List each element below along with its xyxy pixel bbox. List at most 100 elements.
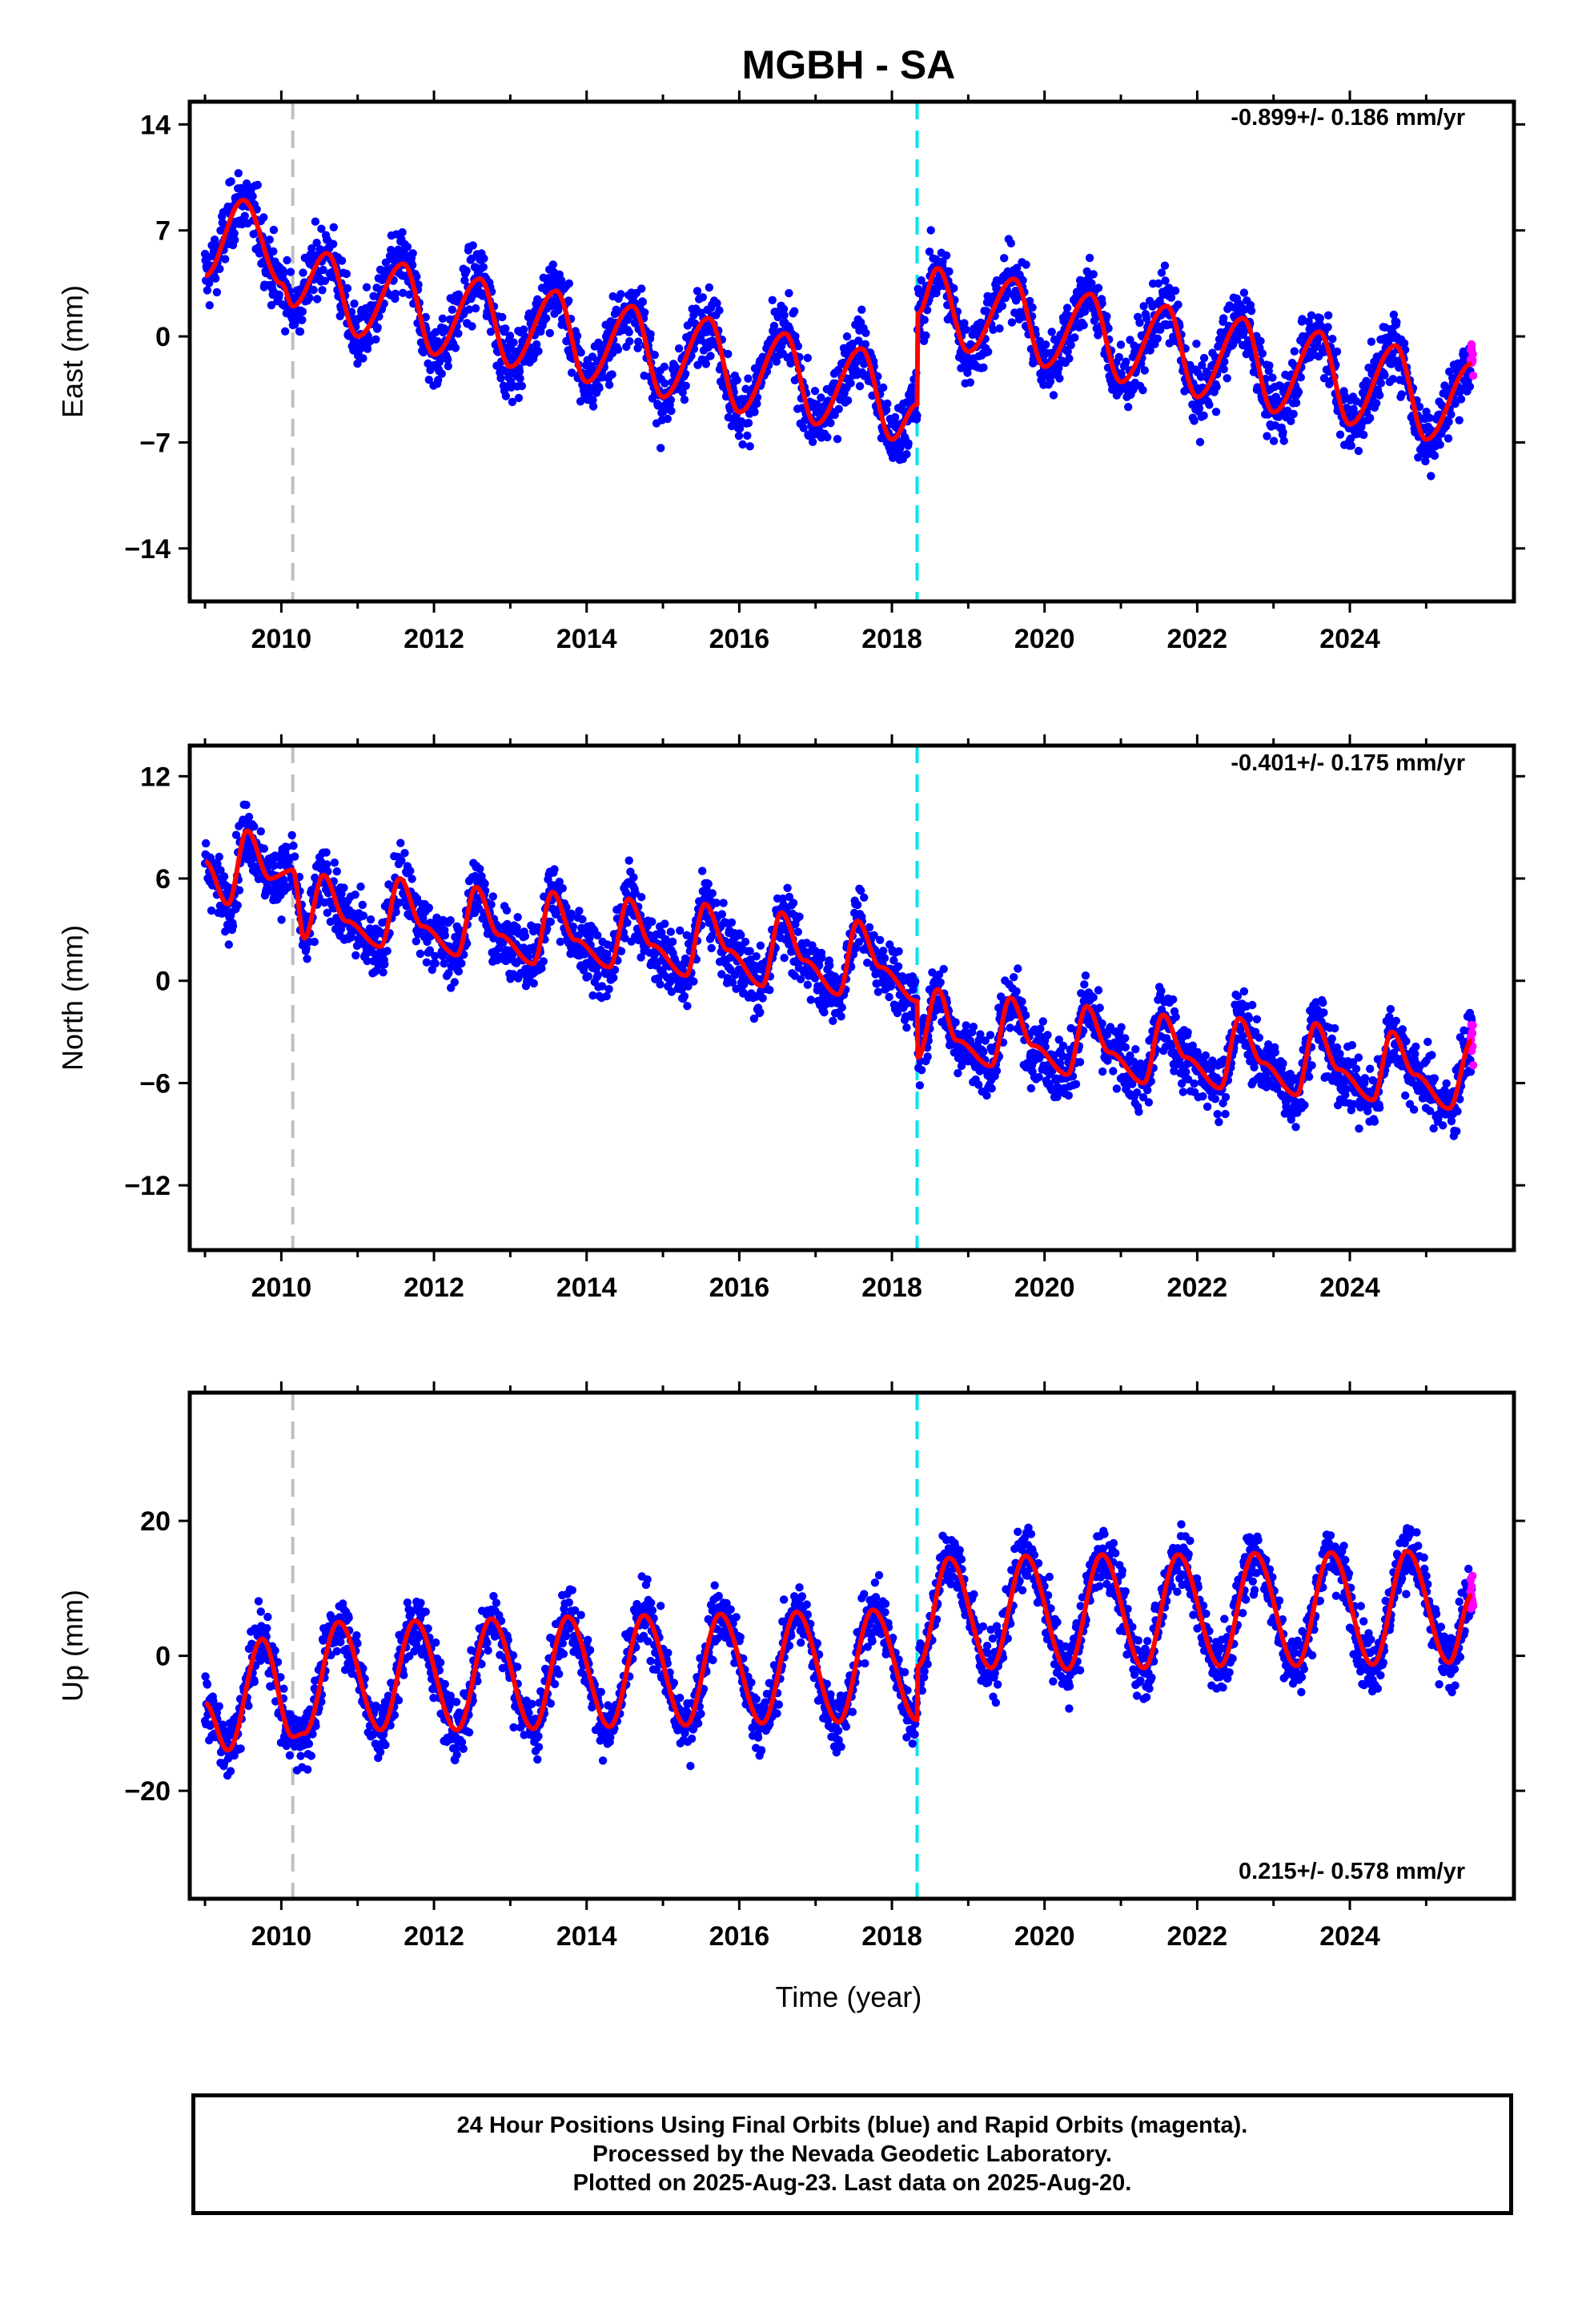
data-point [1153, 334, 1162, 343]
data-point [984, 348, 993, 356]
data-point [1026, 1084, 1036, 1093]
data-point [793, 927, 802, 936]
data-point [1290, 347, 1299, 356]
data-point [1063, 347, 1072, 356]
data-point [689, 977, 698, 986]
data-point [719, 899, 728, 907]
data-point [854, 336, 863, 345]
data-point [744, 374, 753, 383]
data-point [1399, 339, 1409, 348]
data-point [882, 405, 891, 415]
data-point [412, 272, 421, 281]
data-point [227, 177, 235, 186]
x-tick-label: 2022 [1167, 624, 1228, 654]
data-point [546, 917, 556, 927]
data-point [363, 956, 371, 966]
data-point [424, 376, 433, 384]
data-point [454, 329, 463, 338]
data-point [564, 296, 573, 305]
data-point [399, 288, 408, 297]
data-point [1415, 402, 1424, 412]
data-point [1307, 311, 1316, 320]
data-point [1174, 300, 1182, 309]
data-point [444, 969, 453, 978]
data-point [1070, 333, 1079, 342]
data-point [310, 937, 319, 947]
data-point [966, 378, 975, 387]
data-point [741, 384, 750, 393]
data-point [893, 962, 903, 971]
data-point [329, 223, 338, 231]
data-point [637, 893, 646, 902]
data-point [1095, 1003, 1104, 1012]
data-point [366, 915, 375, 924]
data-point [1375, 391, 1384, 400]
data-point [629, 873, 638, 882]
data-point [578, 915, 587, 924]
data-point [808, 437, 817, 446]
data-point [752, 952, 761, 961]
data-point [1447, 410, 1456, 419]
data-point [395, 899, 404, 907]
data-point [1034, 1072, 1043, 1082]
data-point [537, 964, 546, 973]
data-point [1444, 417, 1453, 426]
data-point [298, 307, 307, 316]
data-point [676, 926, 685, 935]
data-point [756, 1007, 765, 1017]
data-point [448, 305, 457, 314]
data-point [373, 323, 382, 332]
data-point [1372, 399, 1381, 408]
data-point [419, 348, 428, 357]
data-point [588, 402, 598, 411]
data-point [1192, 340, 1201, 348]
data-point [205, 301, 214, 310]
data-point [532, 340, 541, 349]
data-point [1367, 337, 1376, 346]
x-tick-label: 2012 [404, 624, 464, 654]
data-point [1287, 416, 1295, 425]
data-point [1000, 254, 1009, 263]
data-point [1089, 270, 1098, 279]
data-point [244, 812, 254, 822]
data-point [317, 224, 326, 233]
data-point [829, 1016, 837, 1026]
data-point [412, 937, 420, 946]
data-point [425, 946, 435, 955]
data-point [529, 979, 538, 988]
data-point [1142, 314, 1151, 323]
data-point [572, 332, 582, 340]
data-point [275, 290, 283, 300]
data-point [337, 256, 347, 265]
data-point [302, 943, 311, 953]
data-point [1080, 980, 1089, 989]
data-point [986, 1031, 995, 1039]
data-point [1443, 434, 1453, 443]
data-point [638, 297, 648, 307]
data-point [609, 973, 618, 983]
data-point [323, 908, 331, 918]
model-fit-line [203, 197, 1474, 442]
data-point [471, 304, 480, 313]
data-point [520, 931, 530, 941]
data-point [444, 355, 452, 364]
data-point [1170, 286, 1180, 296]
data-point [1098, 299, 1106, 308]
data-point [259, 844, 269, 853]
data-point [1430, 451, 1439, 460]
data-point [231, 830, 241, 839]
data-point [350, 300, 359, 308]
data-point [745, 947, 754, 955]
data-point [1195, 404, 1204, 413]
data-point [1178, 1088, 1188, 1096]
data-point [915, 1081, 925, 1090]
data-point [1269, 436, 1279, 445]
rapid-orbit-points [1466, 340, 1478, 380]
rapid-point [1468, 350, 1477, 359]
data-point [960, 319, 969, 328]
data-point [391, 289, 400, 298]
data-point [212, 287, 222, 297]
data-point [400, 849, 409, 858]
data-point [347, 933, 356, 942]
